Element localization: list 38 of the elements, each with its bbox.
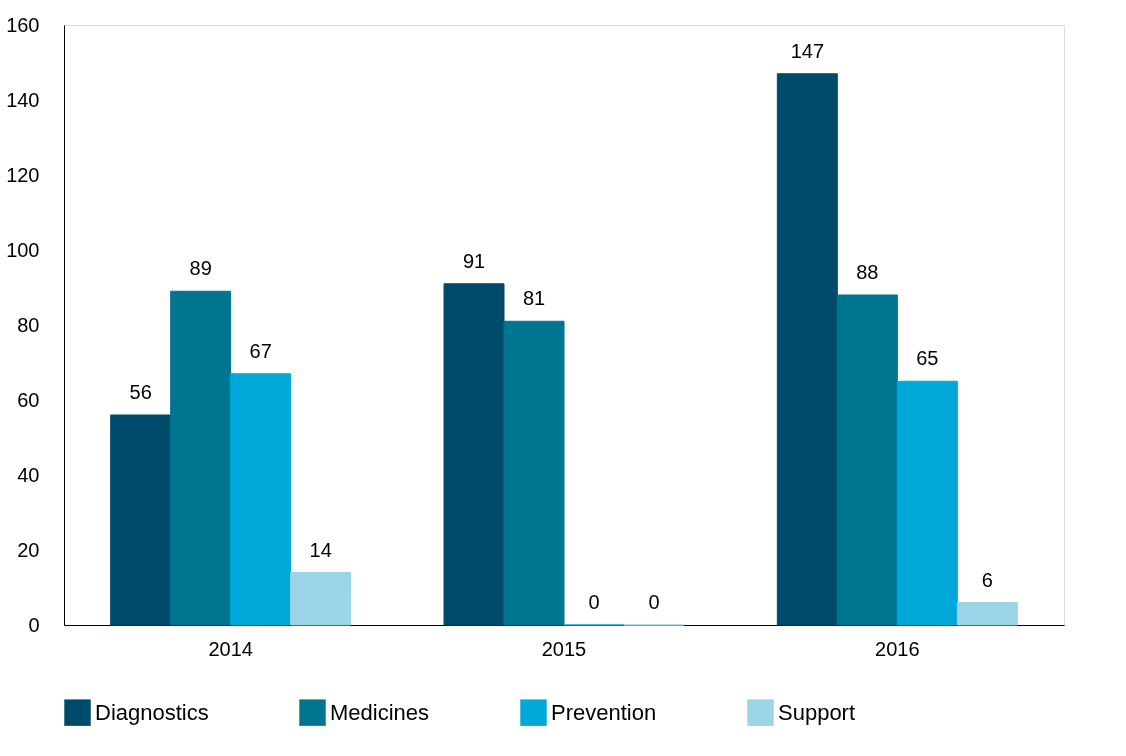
data-label: 0 bbox=[588, 591, 600, 613]
bar bbox=[230, 373, 292, 626]
bar bbox=[503, 320, 565, 626]
legend-label: Diagnostics bbox=[95, 699, 209, 725]
y-tick-label: 100 bbox=[6, 238, 40, 261]
data-label: 91 bbox=[462, 249, 486, 272]
data-label: 14 bbox=[309, 538, 332, 561]
data-label: 88 bbox=[856, 261, 879, 283]
data-label: 56 bbox=[129, 381, 152, 403]
x-tick-label: 2015 bbox=[541, 637, 587, 660]
y-tick-label: 160 bbox=[6, 13, 40, 36]
data-label: 6 bbox=[981, 568, 993, 591]
y-tick-label: 80 bbox=[17, 313, 40, 336]
y-tick-label: 140 bbox=[6, 88, 40, 111]
data-label: 147 bbox=[790, 39, 825, 62]
y-tick-label: 60 bbox=[17, 388, 40, 411]
y-tick-label: 40 bbox=[17, 463, 40, 486]
legend-label: Medicines bbox=[330, 699, 430, 725]
bar bbox=[170, 290, 232, 626]
bar bbox=[896, 380, 958, 626]
data-label: 81 bbox=[522, 287, 546, 310]
bar bbox=[956, 602, 1018, 626]
bar bbox=[110, 414, 172, 626]
data-label: 89 bbox=[189, 257, 212, 280]
x-tick-label: 2016 bbox=[875, 637, 920, 660]
data-label: 67 bbox=[249, 339, 272, 362]
bar bbox=[836, 294, 898, 626]
legend-label: Support bbox=[778, 699, 856, 725]
y-tick-label: 0 bbox=[28, 613, 40, 636]
legend-label: Prevention bbox=[551, 699, 657, 725]
bar bbox=[776, 73, 838, 626]
bar bbox=[443, 283, 505, 626]
y-tick-label: 20 bbox=[17, 538, 40, 561]
y-tick-label: 120 bbox=[6, 163, 40, 186]
x-tick-label: 2014 bbox=[208, 637, 253, 660]
data-label: 0 bbox=[648, 591, 660, 613]
data-label: 65 bbox=[916, 347, 939, 370]
bar bbox=[290, 572, 352, 626]
